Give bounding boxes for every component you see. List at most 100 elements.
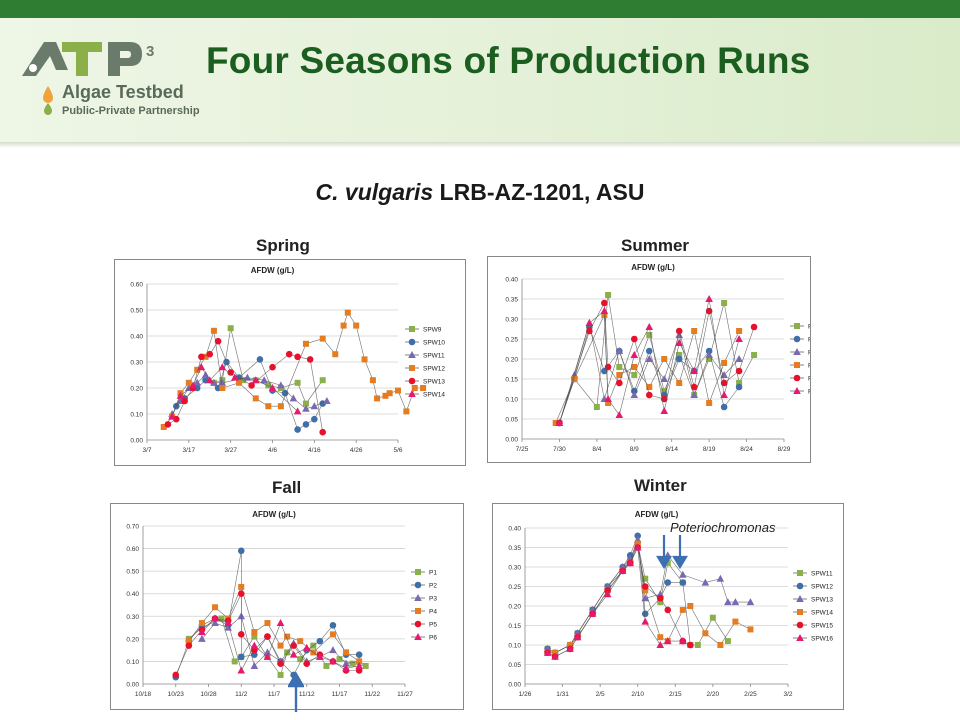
legend-marker bbox=[414, 620, 422, 628]
data-point bbox=[336, 656, 343, 663]
y-tick-label: 0.35 bbox=[505, 297, 518, 304]
data-point bbox=[660, 375, 669, 382]
data-point bbox=[605, 292, 612, 298]
data-point bbox=[679, 570, 687, 578]
data-point bbox=[214, 337, 222, 345]
data-point bbox=[403, 408, 410, 415]
data-point bbox=[641, 610, 649, 618]
data-point bbox=[736, 328, 743, 334]
data-point bbox=[227, 325, 234, 332]
logo-mark: 3 bbox=[22, 42, 154, 76]
legend-entry: SPW16 bbox=[793, 634, 833, 643]
legend-label: SPW10 bbox=[423, 340, 445, 347]
legend-entry: P2 bbox=[790, 335, 810, 344]
data-point bbox=[656, 594, 664, 602]
data-point bbox=[316, 637, 324, 645]
data-point bbox=[202, 353, 209, 360]
data-point bbox=[603, 590, 612, 598]
data-point bbox=[645, 347, 653, 355]
y-tick-label: 0.15 bbox=[505, 377, 518, 384]
data-point bbox=[374, 395, 381, 402]
legend-marker bbox=[414, 594, 422, 601]
legend-label: P2 bbox=[429, 583, 437, 590]
data-point bbox=[543, 648, 552, 656]
data-point bbox=[618, 566, 627, 574]
data-point bbox=[382, 392, 389, 399]
data-point bbox=[646, 332, 653, 338]
x-tick-label: 2/25 bbox=[744, 691, 757, 698]
legend-label: P3 bbox=[429, 596, 437, 603]
season-label-fall: Fall bbox=[272, 478, 302, 497]
x-tick-label: 11/12 bbox=[299, 691, 315, 698]
data-point bbox=[284, 633, 291, 640]
data-point bbox=[679, 606, 686, 613]
data-point bbox=[716, 574, 725, 582]
data-point bbox=[736, 380, 743, 386]
data-point bbox=[573, 633, 582, 641]
legend-entry: P4 bbox=[790, 362, 810, 370]
y-tick-label: 0.20 bbox=[505, 357, 518, 364]
header-divider bbox=[0, 142, 960, 148]
data-point bbox=[724, 598, 732, 606]
x-tick-label: 1/26 bbox=[519, 691, 532, 698]
data-point bbox=[604, 395, 612, 402]
legend-label: SPW11 bbox=[423, 353, 445, 360]
data-point bbox=[332, 351, 339, 358]
y-tick-label: 0.70 bbox=[126, 524, 139, 531]
data-point bbox=[593, 404, 600, 410]
data-point bbox=[294, 353, 301, 361]
legend-label: P1 bbox=[429, 570, 437, 577]
x-tick-label: 3/7 bbox=[142, 447, 151, 454]
series-spw12 bbox=[160, 309, 427, 430]
data-point bbox=[721, 360, 728, 366]
legend-entry: SPW14 bbox=[793, 609, 833, 617]
y-tick-label: 0.25 bbox=[505, 337, 518, 344]
data-point bbox=[615, 347, 624, 354]
data-point bbox=[285, 350, 293, 358]
x-tick-label: 5/6 bbox=[393, 447, 402, 454]
legend-entry: P5 bbox=[411, 620, 437, 629]
data-point bbox=[181, 397, 188, 405]
legend-marker bbox=[409, 365, 415, 371]
data-point bbox=[323, 397, 331, 404]
data-point bbox=[600, 307, 609, 314]
series-spw11 bbox=[168, 371, 331, 417]
slide-header bbox=[0, 18, 960, 144]
data-point bbox=[641, 617, 650, 625]
data-point bbox=[198, 634, 206, 642]
legend-marker bbox=[415, 608, 421, 614]
data-point bbox=[319, 377, 326, 384]
data-point bbox=[645, 391, 653, 399]
legend-label: P6 bbox=[808, 389, 810, 396]
data-point bbox=[642, 587, 649, 594]
series-spw16 bbox=[543, 543, 687, 660]
series-spw13 bbox=[164, 337, 326, 436]
data-point bbox=[329, 631, 336, 638]
chart-summer: AFDW (g/L) 0.00 0.05 0.10 0.15 0.20 0.25 0.30 0.… bbox=[487, 256, 811, 463]
data-point bbox=[362, 662, 369, 669]
legend-entry: SPW15 bbox=[793, 621, 833, 630]
logo-line1: Algae Testbed bbox=[62, 82, 184, 102]
y-tick-label: 0.40 bbox=[508, 526, 521, 533]
legend-label: SPW16 bbox=[811, 636, 833, 643]
x-tick-label: 11/17 bbox=[332, 691, 348, 698]
data-point bbox=[236, 379, 243, 386]
y-tick-label: 0.00 bbox=[126, 682, 139, 689]
data-point bbox=[735, 335, 743, 342]
data-point bbox=[616, 364, 623, 370]
data-point bbox=[297, 638, 304, 645]
legend-marker bbox=[793, 335, 801, 343]
data-point bbox=[251, 376, 260, 384]
data-point bbox=[705, 295, 713, 302]
legend-marker bbox=[414, 581, 422, 589]
data-point bbox=[616, 379, 623, 387]
chart-summer-svg: AFDW (g/L) 0.00 0.05 0.10 0.15 0.20 0.25 0.30 0.… bbox=[505, 263, 810, 453]
data-point bbox=[615, 411, 624, 418]
data-point bbox=[551, 652, 559, 660]
legend-entry: P1 bbox=[411, 569, 437, 577]
chart-fall-svg: AFDW (g/L) 0.00 0.10 0.20 0.30 0.40 0.50 0.60 0.… bbox=[126, 510, 437, 698]
data-point bbox=[231, 658, 238, 665]
data-point bbox=[237, 666, 246, 674]
data-point bbox=[571, 376, 578, 382]
y-tick-label: 0.00 bbox=[508, 682, 521, 689]
